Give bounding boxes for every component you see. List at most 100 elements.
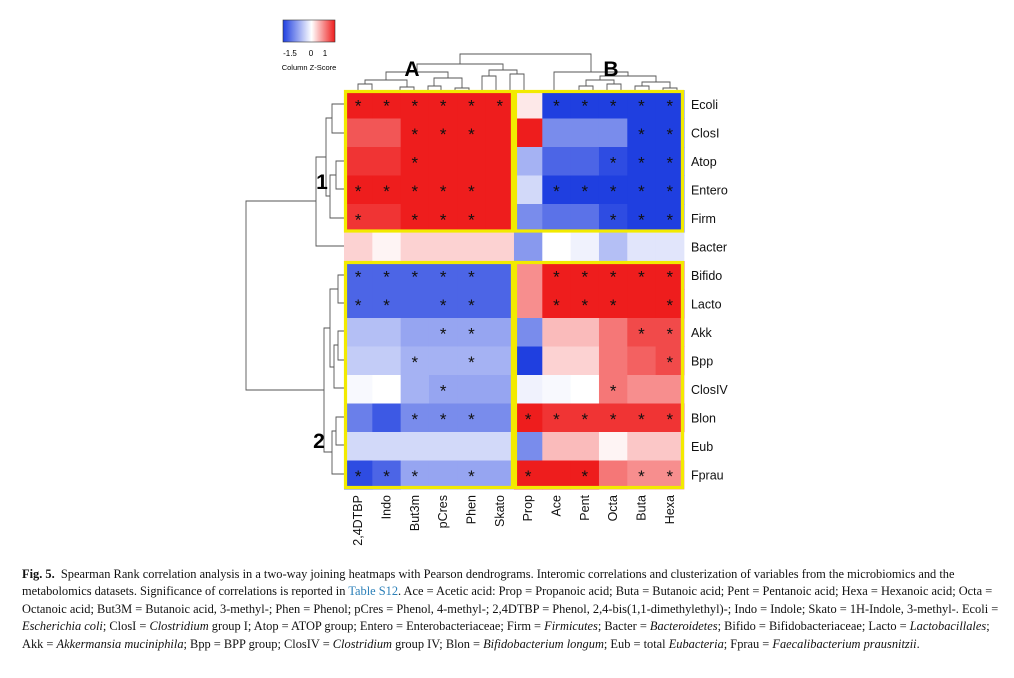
cell-Blon-Buta bbox=[627, 403, 657, 433]
column-label: Ace bbox=[549, 495, 563, 517]
significance-star: * bbox=[610, 210, 617, 229]
caption-text-2: . Ace = Acetic acid: Prop = Propanoic ac… bbox=[22, 584, 999, 616]
significance-star: * bbox=[468, 296, 475, 315]
cell-Lacto-Octa bbox=[598, 289, 628, 319]
caption-taxon-firmicutes: Firmicutes bbox=[544, 619, 598, 634]
cell-Fprau-Indo bbox=[372, 460, 402, 490]
cell-Atop-Buta bbox=[627, 147, 657, 176]
significance-star: * bbox=[638, 182, 645, 201]
cell-Bifido-Phen bbox=[457, 261, 487, 290]
cell-Firm-2,4DTBP bbox=[344, 204, 373, 233]
cell-Fprau-Phen bbox=[457, 460, 487, 490]
cell-Firm-Phen bbox=[457, 204, 487, 233]
column-label: 2,4DTBP bbox=[351, 495, 365, 546]
figure-caption: Fig. 5. Spearman Rank correlation analys… bbox=[22, 566, 1002, 653]
cell-ClosI-Hexa bbox=[655, 118, 685, 148]
cell-Blon-Prop bbox=[513, 403, 543, 433]
cell-Ecoli-2,4DTBP bbox=[344, 90, 373, 119]
significance-star: * bbox=[440, 267, 447, 286]
column-label: Pent bbox=[578, 494, 592, 520]
significance-star: * bbox=[553, 96, 560, 115]
column-label: Phen bbox=[464, 495, 478, 524]
significance-star: * bbox=[581, 467, 588, 486]
significance-star: * bbox=[666, 410, 673, 429]
row-label: Bpp bbox=[691, 354, 713, 368]
significance-star: * bbox=[440, 96, 447, 115]
row-label: Akk bbox=[691, 326, 713, 340]
significance-star: * bbox=[440, 410, 447, 429]
significance-star: * bbox=[468, 182, 475, 201]
significance-star: * bbox=[468, 353, 475, 372]
cell-ClosI-But3m bbox=[400, 118, 430, 148]
cell-Blon-Phen bbox=[457, 403, 487, 433]
significance-star: * bbox=[412, 267, 419, 286]
significance-star: * bbox=[666, 467, 673, 486]
cell-Bifido-Hexa bbox=[655, 261, 685, 290]
cell-Entero-pCres bbox=[428, 175, 458, 205]
cell-Blon-Skato bbox=[485, 403, 515, 433]
cell-Firm-pCres bbox=[428, 204, 458, 233]
significance-star: * bbox=[412, 353, 419, 372]
cell-Firm-Hexa bbox=[655, 204, 685, 233]
cell-Bpp-Buta bbox=[627, 346, 657, 376]
cell-Entero-Phen bbox=[457, 175, 487, 205]
significance-star: * bbox=[383, 96, 390, 115]
cell-Blon-pCres bbox=[428, 403, 458, 433]
highlight-box-1B bbox=[513, 89, 685, 233]
table-s12-link[interactable]: Table S12 bbox=[348, 584, 399, 599]
cell-Bpp-2,4DTBP bbox=[344, 346, 373, 376]
cell-Bifido-Skato bbox=[485, 261, 515, 290]
caption-taxon-blongum: Bifidobacterium longum bbox=[483, 636, 604, 651]
significance-star: * bbox=[666, 96, 673, 115]
cell-Entero-Pent bbox=[570, 175, 600, 205]
significance-star: * bbox=[468, 467, 475, 486]
caption-text-3: ; ClosI = bbox=[102, 619, 150, 634]
cell-Lacto-Indo bbox=[372, 289, 402, 319]
significance-star: * bbox=[610, 381, 617, 400]
column-dendrogram bbox=[357, 53, 678, 90]
cell-Eub-Pent bbox=[570, 432, 600, 461]
highlight-box-2A bbox=[343, 260, 515, 490]
cell-Ecoli-But3m bbox=[400, 90, 430, 119]
cell-ClosI-Octa bbox=[598, 118, 628, 148]
cell-ClosIV-2,4DTBP bbox=[344, 375, 373, 404]
row-dendrogram bbox=[245, 103, 344, 475]
caption-text-10: ; Eub = total bbox=[603, 636, 669, 651]
cell-Bpp-But3m bbox=[400, 346, 430, 376]
significance-star: * bbox=[468, 324, 475, 343]
cell-Blon-Hexa bbox=[655, 403, 685, 433]
cell-Bpp-Skato bbox=[485, 346, 515, 376]
cell-Eub-Phen bbox=[457, 432, 487, 461]
significance-star: * bbox=[412, 467, 419, 486]
cell-Akk-Octa bbox=[598, 318, 628, 347]
significance-star: * bbox=[525, 467, 532, 486]
cell-ClosIV-Octa bbox=[598, 375, 628, 404]
cell-Eub-Buta bbox=[627, 432, 657, 461]
significance-star: * bbox=[666, 296, 673, 315]
row-label: Firm bbox=[691, 212, 716, 226]
row-label: Entero bbox=[691, 183, 728, 197]
cell-Bacter-Buta bbox=[627, 232, 657, 262]
highlight-box-2B bbox=[513, 260, 685, 490]
cell-ClosIV-Buta bbox=[627, 375, 657, 404]
cell-Bacter-Skato bbox=[485, 232, 515, 262]
caption-text-6: ; Bifido = Bifidobacteriaceae; Lacto = bbox=[717, 619, 910, 634]
cell-Entero-2,4DTBP bbox=[344, 175, 373, 205]
column-label: Hexa bbox=[663, 495, 677, 524]
cell-Atop-2,4DTBP bbox=[344, 147, 373, 176]
significance-star: * bbox=[412, 410, 419, 429]
significance-star: * bbox=[496, 96, 503, 115]
significance-star: * bbox=[383, 467, 390, 486]
color-key-tick-low: -1.5 bbox=[283, 49, 297, 58]
cell-ClosIV-Indo bbox=[372, 375, 402, 404]
cell-Bifido-Indo bbox=[372, 261, 402, 290]
cell-Fprau-pCres bbox=[428, 460, 458, 490]
cell-Lacto-Pent bbox=[570, 289, 600, 319]
cell-ClosI-2,4DTBP bbox=[344, 118, 373, 148]
cell-Atop-Ace bbox=[542, 147, 572, 176]
cell-Ecoli-Octa bbox=[598, 90, 628, 119]
caption-text-7: ; Akk = bbox=[22, 619, 990, 651]
cell-Akk-Prop bbox=[513, 318, 543, 347]
cell-Fprau-Buta bbox=[627, 460, 657, 490]
cell-ClosIV-Pent bbox=[570, 375, 600, 404]
